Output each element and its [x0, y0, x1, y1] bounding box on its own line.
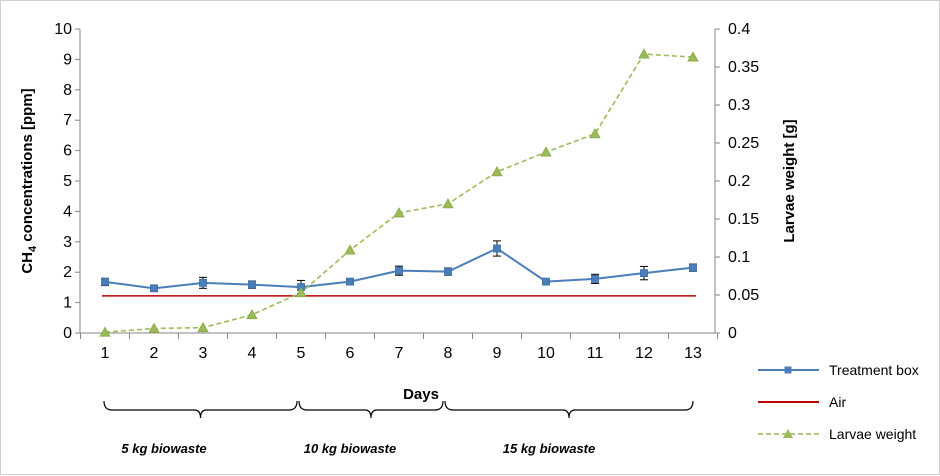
right-tick-label: 0.05: [728, 287, 759, 304]
left-y-label-sub: 4: [27, 245, 39, 252]
larvae-point: [295, 286, 307, 298]
legend-label: Larvae weight: [829, 426, 916, 442]
x-tick-label: 4: [248, 345, 257, 362]
larvae-point: [491, 166, 503, 177]
phase-braces: 5 kg biowaste 10 kg biowaste 15 kg biowast…: [103, 400, 694, 456]
x-tick-label: 1: [101, 345, 110, 362]
series-layer: [99, 48, 699, 337]
x-tick-label: 12: [635, 345, 653, 362]
treatment-point: [150, 284, 158, 293]
right-tick-label: 0.4: [728, 21, 750, 38]
legend-label: Air: [829, 394, 846, 410]
left-y-axis-label: CH4 concentrations [ppm]: [19, 88, 39, 273]
x-tick-label: 9: [493, 345, 502, 362]
left-y-label-main: CH: [19, 252, 36, 274]
treatment-point: [101, 278, 109, 286]
left-y-ticks: 0 1 2 3 4 5 6 7 8 9 10: [54, 21, 80, 342]
treatment-point: [591, 274, 599, 283]
treatment-point: [542, 277, 550, 286]
treatment-point: [444, 267, 452, 276]
treatment-point: [199, 278, 207, 287]
x-tick-label: 8: [444, 345, 453, 362]
left-tick-label: 4: [63, 203, 72, 220]
right-y-ticks: 0 0.05 0.1 0.15 0.2 0.25 0.3 0.35 0.4: [715, 21, 759, 342]
x-axis-label: Days: [403, 386, 439, 403]
x-tick-label: 11: [587, 345, 604, 362]
left-tick-label: 3: [63, 234, 72, 251]
right-tick-label: 0.2: [728, 173, 750, 190]
larvae-point: [589, 128, 601, 139]
x-tick-label: 5: [297, 345, 306, 362]
treatment-point: [689, 263, 697, 272]
x-tick-label: 2: [150, 345, 159, 362]
left-tick-label: 8: [63, 82, 72, 99]
legend-item-air: Air: [758, 394, 846, 410]
treatment-point: [248, 280, 256, 289]
left-tick-label: 9: [63, 51, 72, 68]
larvae-point: [246, 308, 258, 320]
larvae-point: [442, 197, 454, 209]
x-ticks: 1 2 3 4 5 6 7 8 9 10 11 12 13: [80, 333, 718, 362]
x-tick-label: 6: [346, 345, 355, 362]
legend-marker: [783, 429, 793, 438]
right-tick-label: 0.1: [728, 249, 750, 266]
left-tick-label: 6: [63, 143, 72, 160]
left-tick-label: 7: [63, 112, 72, 129]
legend-marker: [784, 366, 792, 374]
x-tick-label: 13: [684, 345, 702, 362]
phase-brace: [444, 400, 694, 419]
legend-label: Treatment box: [829, 362, 919, 378]
larvae-point: [344, 244, 356, 255]
treatment-point: [640, 269, 648, 278]
series-treatment-box: [101, 240, 697, 295]
larvae-point: [148, 322, 160, 333]
series-line: [104, 53, 694, 334]
right-tick-label: 0.3: [728, 97, 750, 114]
right-tick-label: 0.15: [728, 211, 759, 228]
larvae-point: [99, 326, 111, 337]
series-larvae-weight: [99, 48, 699, 337]
legend-item-treatment-box: Treatment box: [758, 362, 919, 378]
larvae-point: [540, 146, 552, 157]
phase-brace: [298, 400, 444, 419]
right-y-axis-label: Larvae weight [g]: [781, 119, 798, 242]
larvae-point: [638, 48, 650, 59]
treatment-point: [493, 244, 501, 253]
left-tick-label: 0: [63, 325, 72, 342]
left-y-label-rest: concentrations [ppm]: [19, 88, 36, 246]
phase-label: 5 kg biowaste: [121, 441, 206, 456]
right-tick-label: 0.35: [728, 59, 759, 76]
larvae-point: [393, 207, 405, 218]
left-tick-label: 5: [63, 173, 72, 190]
phase-brace: [103, 400, 298, 419]
x-tick-label: 3: [199, 345, 208, 362]
treatment-point: [395, 266, 403, 275]
left-tick-label: 1: [63, 295, 72, 312]
x-tick-label: 7: [395, 345, 404, 362]
treatment-point: [346, 277, 354, 286]
legend: Treatment box Air Larvae weight: [758, 362, 919, 442]
larvae-point: [687, 51, 699, 62]
left-tick-label: 10: [54, 21, 72, 38]
phase-label: 10 kg biowaste: [304, 441, 396, 456]
left-tick-label: 2: [63, 264, 72, 281]
right-tick-label: 0: [728, 325, 737, 342]
legend-item-larvae-weight: Larvae weight: [758, 426, 916, 442]
x-tick-label: 10: [537, 345, 555, 362]
phase-label: 15 kg biowaste: [503, 441, 595, 456]
larvae-point: [197, 321, 209, 333]
right-tick-label: 0.25: [728, 135, 759, 152]
